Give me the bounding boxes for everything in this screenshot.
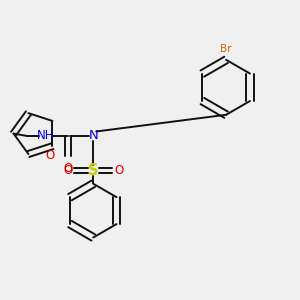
Text: O: O [63,162,73,175]
Text: NH: NH [37,130,54,142]
Text: S: S [88,163,98,178]
Text: Br: Br [220,44,232,54]
Text: N: N [88,130,98,142]
Text: O: O [114,164,124,177]
Text: O: O [63,164,72,177]
Text: O: O [45,148,55,162]
